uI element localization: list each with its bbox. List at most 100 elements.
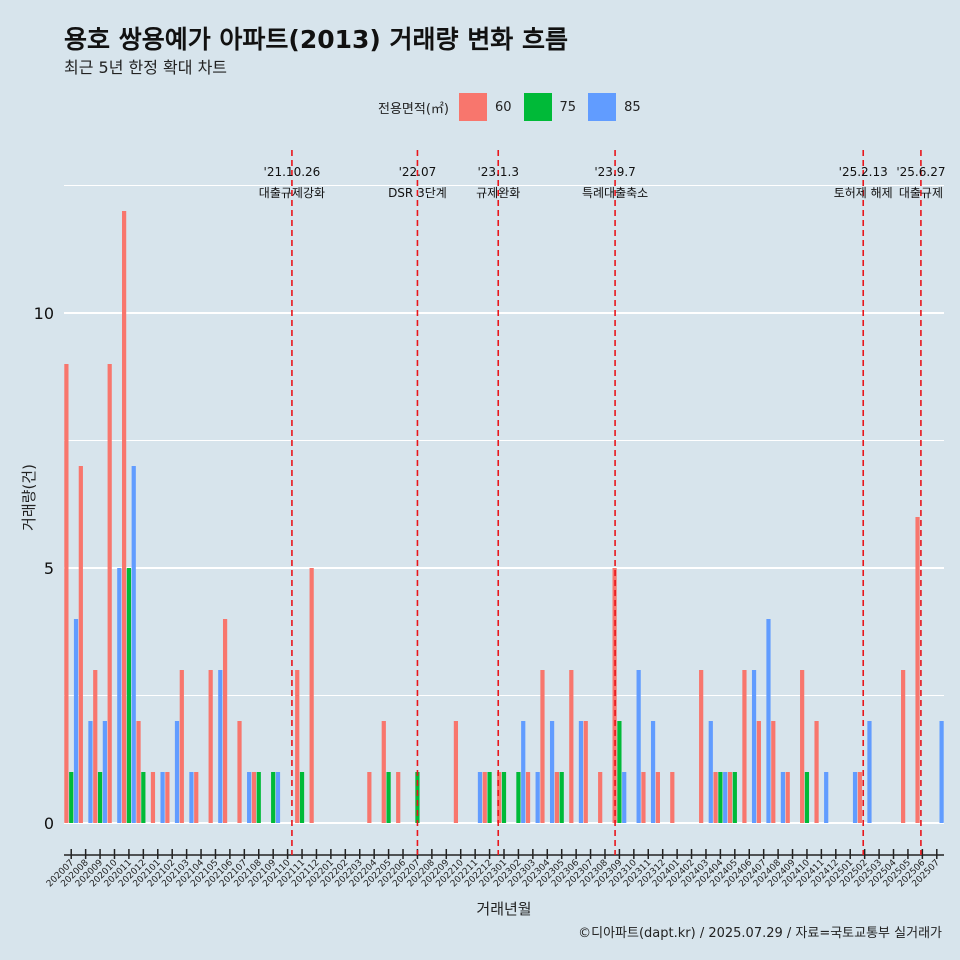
bar-85-202302 (521, 721, 526, 823)
bar-85-202007 (73, 619, 79, 823)
y-tick-label: 5 (44, 559, 54, 578)
bar-85-202408 (780, 772, 786, 823)
source-caption: ©디아파트(dapt.kr) / 2025.07.29 / 자료=국토교통부 실… (578, 926, 942, 941)
event-label: 대출규제강화 (259, 186, 325, 200)
bar-60-202304 (540, 670, 545, 823)
bar-60-202104 (194, 772, 199, 823)
bar-60-202410 (800, 670, 805, 823)
legend: 전용면적(㎡) 60 75 85 (378, 92, 653, 122)
bar-75-202301 (501, 772, 507, 823)
bar-60-202306 (569, 670, 574, 823)
bar-60-202406 (742, 670, 747, 823)
bar-75-202012 (141, 772, 146, 823)
bar-85-202103 (189, 772, 194, 823)
bar-85-202406 (751, 670, 757, 823)
bar-85-202109 (275, 772, 281, 823)
bar-60-202307 (583, 721, 588, 823)
bar-75-202405 (732, 772, 737, 823)
bar-60-202308 (598, 772, 603, 823)
bar-60-202408 (771, 721, 776, 823)
bar-60-202411 (814, 721, 819, 823)
bar-60-202107 (237, 721, 242, 823)
bar-85-202501 (852, 772, 858, 823)
bar-85-202010 (117, 568, 122, 823)
y-tick-label: 0 (44, 814, 54, 833)
bar-75-202007 (69, 772, 74, 823)
bar-85-202309 (622, 772, 627, 823)
bar-60-202101 (150, 772, 156, 823)
legend-item-85: 85 (588, 93, 641, 121)
bar-75-202109 (271, 772, 276, 823)
bar-85-202304 (549, 721, 555, 823)
bar-85-202411 (824, 772, 829, 823)
bar-60-202007 (64, 364, 69, 823)
bar-60-202111 (295, 670, 300, 823)
bar-85-202011 (131, 466, 136, 823)
bar-60-202210 (453, 721, 459, 823)
bar-85-202502 (867, 721, 872, 823)
bar-60-202311 (641, 772, 646, 823)
event-label: DSR 3단계 (388, 186, 447, 200)
legend-item-75: 75 (523, 93, 576, 121)
legend-title: 전용면적(㎡) (378, 101, 449, 117)
bar-75-202305 (559, 772, 564, 823)
bar-75-202111 (299, 772, 305, 823)
bar-85-202507 (939, 721, 944, 823)
bar-60-202009 (93, 670, 98, 823)
bar-60-202008 (78, 466, 83, 823)
bar-60-202506 (915, 517, 920, 823)
bar-60-202112 (309, 568, 314, 823)
event-date-label: '25.2.13 (839, 165, 888, 179)
bar-60-202212 (482, 772, 487, 823)
bar-85-202107 (247, 772, 252, 823)
legend-swatch-75 (523, 93, 552, 121)
bar-60-202303 (525, 772, 531, 823)
bar-60-202505 (901, 670, 906, 823)
bar-60-202011 (122, 211, 127, 823)
bar-60-202102 (165, 772, 170, 823)
bar-60-202206 (396, 772, 401, 823)
legend-label-60: 60 (494, 99, 512, 115)
bar-85-202211 (477, 772, 483, 823)
bar-85-202008 (88, 721, 93, 823)
bar-60-202403 (699, 670, 704, 823)
event-date-label: '21.10.26 (264, 165, 321, 179)
y-tick-label: 10 (34, 304, 54, 323)
bar-75-202212 (487, 772, 492, 823)
page-title: 용호 쌍용예가 아파트(2013) 거래량 변화 흐름 (64, 25, 568, 54)
bar-60-202401 (670, 772, 675, 823)
x-axis-title: 거래년월 (476, 900, 531, 918)
bar-85-202101 (160, 772, 165, 823)
bar-60-202305 (554, 772, 560, 823)
legend-item-60: 60 (458, 93, 512, 121)
event-date-label: '22.07 (399, 165, 437, 179)
bar-60-202405 (727, 772, 733, 823)
event-date-label: '23.9.7 (594, 165, 635, 179)
bar-85-202404 (723, 772, 728, 823)
event-label: 규제완화 (476, 186, 520, 200)
bar-60-202108 (251, 772, 257, 823)
legend-swatch-85 (588, 93, 617, 121)
bar-85-202306 (578, 721, 584, 823)
bar-60-202409 (785, 772, 790, 823)
bar-60-202010 (107, 364, 112, 823)
bar-60-202105 (208, 670, 213, 823)
y-axis-title: 거래량(건) (20, 464, 38, 531)
bar-75-202309 (617, 721, 622, 823)
bar-60-202103 (179, 670, 184, 823)
bar-75-202207 (415, 772, 420, 823)
legend-swatch-60 (458, 93, 487, 121)
bar-85-202311 (650, 721, 656, 823)
bar-85-202310 (636, 670, 641, 823)
bar-60-202301 (497, 772, 502, 823)
bar-85-202403 (708, 721, 713, 823)
page-subtitle: 최근 5년 한정 확대 차트 (64, 58, 228, 77)
bar-85-202407 (766, 619, 771, 823)
bar-75-202302 (516, 772, 521, 823)
event-date-label: '23.1.3 (477, 165, 518, 179)
bar-60-202012 (136, 721, 141, 823)
legend-label-85: 85 (624, 99, 641, 115)
bar-85-202102 (174, 721, 180, 823)
bar-60-202106 (222, 619, 228, 823)
